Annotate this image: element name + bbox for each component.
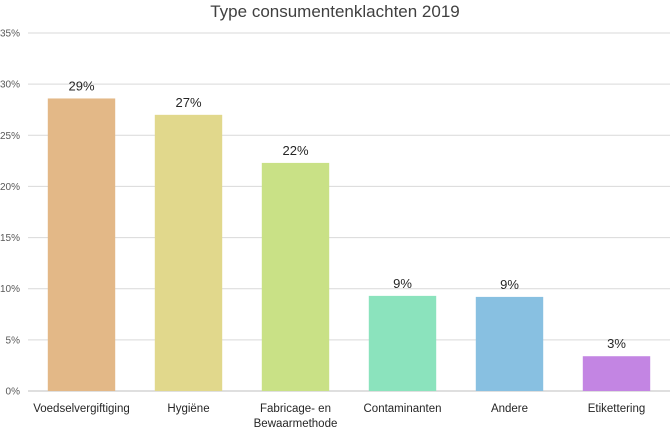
category-label-line: Voedselvergiftiging [33,403,130,415]
bar [261,162,330,391]
y-tick-label: 10% [0,284,20,295]
y-tick-label: 25% [0,131,20,142]
category-label: Etikettering [588,403,646,415]
category-label-line: Andere [491,403,528,415]
category-label: Andere [491,403,528,415]
category-label-line: Hygiëne [167,403,209,415]
data-label: 22% [282,143,308,158]
category-label-line: Fabricage- en [260,403,331,415]
y-tick-label: 15% [0,233,20,244]
bar [582,356,651,391]
y-tick-label: 35% [0,29,20,40]
category-label: Contaminanten [364,403,442,415]
category-label-line: Etikettering [588,403,646,415]
category-label-line: Contaminanten [364,403,442,415]
data-label: 3% [607,336,626,351]
category-label-line: Bewaarmethode [254,418,338,430]
bar [368,295,437,391]
category-label: Fabricage- en Bewaarmethode [254,403,338,430]
chart-title: Type consumentenklachten 2019 [210,2,460,21]
data-label: 9% [393,276,412,291]
data-label: 27% [175,95,201,110]
bar [47,98,116,391]
category-label: Voedselvergiftiging [33,403,130,415]
data-label: 9% [500,277,519,292]
y-tick-label: 5% [6,335,21,346]
y-tick-label: 20% [0,182,20,193]
bar [154,114,223,391]
bar [475,296,544,391]
y-tick-label: 0% [6,387,21,398]
y-tick-label: 30% [0,80,20,91]
data-label: 29% [68,78,94,93]
category-label: Hygiëne [167,403,209,415]
